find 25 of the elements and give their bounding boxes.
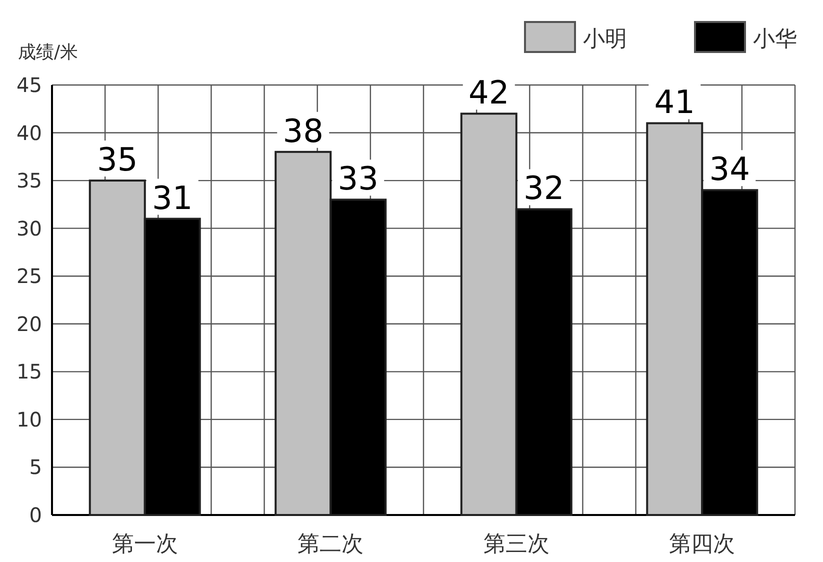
legend-label: 小明 (583, 27, 627, 52)
data-label: 32 (524, 169, 564, 208)
data-label: 35 (97, 140, 138, 179)
x-tick-label: 第二次 (298, 532, 364, 557)
legend-label: 小华 (753, 27, 797, 52)
y-tick-label: 45 (16, 73, 42, 97)
data-label: 34 (709, 150, 750, 188)
y-axis-title: 成绩/米 (18, 42, 78, 63)
x-tick-label: 第一次 (112, 532, 178, 557)
data-label: 31 (152, 178, 193, 217)
data-label: 38 (282, 112, 324, 150)
y-tick-label: 35 (16, 168, 42, 193)
x-tick-label: 第三次 (483, 532, 550, 557)
y-tick-label: 30 (16, 216, 42, 240)
data-label: 33 (338, 160, 378, 198)
y-tick-label: 25 (16, 264, 42, 288)
y-tick-label: 15 (16, 360, 42, 384)
y-tick-label: 20 (16, 312, 42, 336)
y-tick-label: 0 (29, 503, 42, 527)
x-tick-label: 第四次 (669, 532, 736, 557)
y-tick-label: 5 (29, 455, 42, 480)
data-label: 42 (468, 74, 510, 112)
y-tick-label: 40 (16, 120, 42, 145)
y-tick-label: 10 (16, 407, 42, 432)
data-label: 41 (654, 83, 695, 122)
